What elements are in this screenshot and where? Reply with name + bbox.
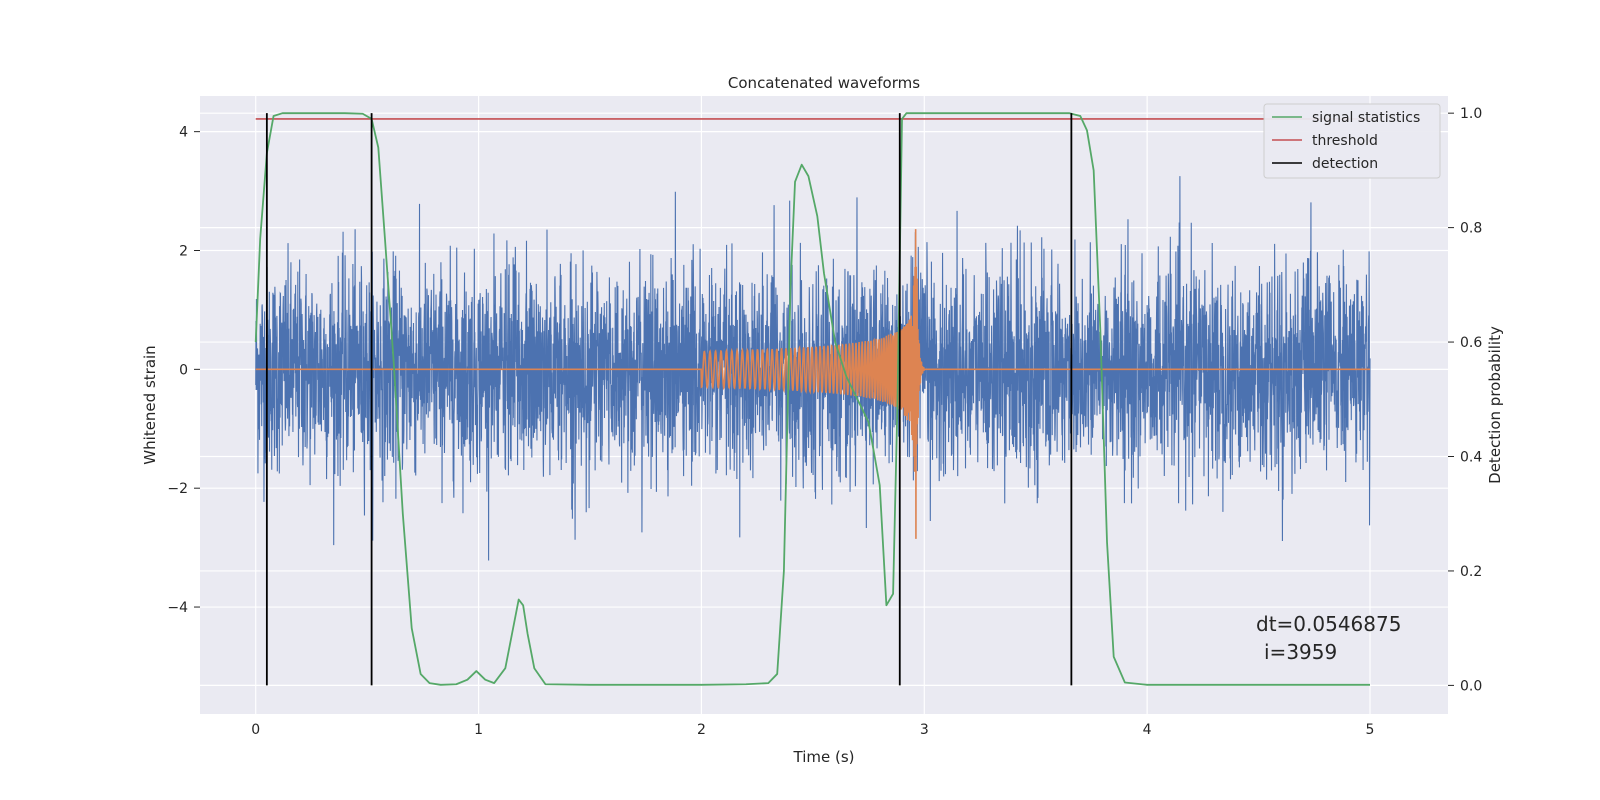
y-tick-label-right: 0.4	[1460, 450, 1482, 466]
y-tick-label-right: 1.0	[1460, 106, 1482, 122]
tick-labels: 0 1 2 3 4 5 −4 −2 0 2 4 0.0 0.2 0.4 0.6 0.8 1.0	[167, 106, 1482, 738]
chart-title: Concatenated waveforms	[728, 74, 920, 92]
template-series	[255, 229, 1370, 539]
annotation-dt: dt=0.0546875	[1256, 612, 1401, 636]
x-tick-label: 5	[1366, 722, 1375, 738]
x-tick-label: 2	[697, 722, 706, 738]
y-axis-label-right: Detection probability	[1486, 326, 1504, 484]
x-tick-label: 1	[474, 722, 483, 738]
y-tick-label-left: −2	[167, 481, 188, 497]
annotation-i: i=3959	[1264, 640, 1337, 664]
x-tick-label: 4	[1143, 722, 1152, 738]
y-axis-label-left: Whitened strain	[141, 345, 159, 464]
legend: signal statistics threshold detection	[1263, 103, 1441, 179]
signal-statistics-line	[254, 112, 1370, 686]
legend-label-threshold: threshold	[1312, 133, 1378, 149]
signal-statistics-series	[254, 112, 1370, 686]
template-line	[255, 229, 1370, 539]
x-tick-label: 0	[251, 722, 260, 738]
legend-label-detection: detection	[1312, 156, 1378, 172]
y-tick-label-right: 0.0	[1460, 678, 1482, 694]
y-tick-label-right: 0.8	[1460, 221, 1482, 237]
y-tick-label-right: 0.2	[1460, 564, 1482, 580]
y-tick-label-right: 0.6	[1460, 335, 1482, 351]
strain-series	[255, 176, 1371, 561]
y-tick-label-left: 4	[179, 125, 188, 141]
y-tick-label-left: −4	[167, 600, 188, 616]
strain-line	[255, 176, 1371, 561]
y-tick-label-left: 2	[179, 244, 188, 260]
x-axis-label: Time (s)	[793, 748, 855, 766]
legend-label-signal-statistics: signal statistics	[1312, 110, 1420, 126]
detection-series	[265, 113, 1073, 686]
legend-box	[1263, 103, 1441, 179]
y-tick-label-left: 0	[179, 362, 188, 378]
x-tick-label: 3	[920, 722, 929, 738]
